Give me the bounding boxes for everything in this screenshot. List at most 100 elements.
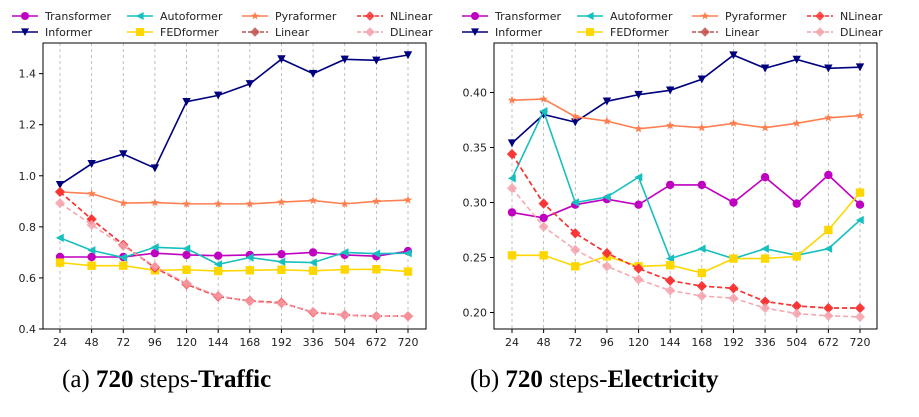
- series-line-linear: [59, 191, 408, 318]
- x-tick-label: 720: [850, 336, 871, 349]
- data-point-informer-144: [665, 86, 675, 95]
- data-point-nlinear-504-shape: [791, 300, 802, 311]
- legend-label-dlinear: DLinear: [390, 26, 433, 39]
- data-point-autoformer-672: [372, 249, 381, 258]
- caption-a-mid: steps-: [133, 366, 199, 393]
- data-point-autoformer-504-shape: [340, 248, 349, 257]
- data-point-informer-24: [55, 180, 65, 189]
- y-tick-label: 1.2: [19, 119, 37, 132]
- data-point-dlinear-504: [791, 308, 802, 319]
- data-point-transformer-48: [87, 252, 96, 262]
- x-tick-label: 144: [208, 336, 229, 349]
- y-tick-label: 0.35: [463, 142, 488, 155]
- legend-marker-linear-shape: [250, 27, 260, 37]
- data-point-nlinear-48-shape: [86, 214, 97, 225]
- legend-label-linear: Linear: [275, 26, 310, 39]
- data-point-autoformer-672: [824, 244, 833, 253]
- y-tick-label: 0.4: [19, 323, 37, 336]
- data-point-autoformer-192-shape: [277, 257, 286, 267]
- legend-item-linear: Linear: [242, 26, 310, 39]
- data-point-nlinear-504: [791, 300, 802, 311]
- series-informer: [507, 51, 865, 148]
- chart-panel-traffic: 0.4 0.6 0.8 1.0 1.2 1.4 24 48 72 96 120 144 168 192 33…: [19, 42, 427, 349]
- data-point-fedformer-672: [824, 225, 833, 235]
- legend-marker-fedformer: [136, 28, 144, 36]
- data-point-informer-336: [308, 69, 318, 78]
- series-fedformer: [55, 258, 413, 276]
- series-line-transformer: [511, 173, 861, 219]
- data-point-autoformer-720-shape: [403, 248, 412, 258]
- data-point-pyraformer-24-shape: [507, 95, 517, 104]
- data-point-transformer-192-shape: [729, 198, 738, 207]
- data-point-pyraformer-144: [213, 199, 223, 208]
- data-point-fedformer-120: [182, 265, 191, 274]
- data-point-nlinear-336: [760, 296, 771, 307]
- data-point-dlinear-96: [149, 261, 160, 272]
- data-point-transformer-192: [277, 249, 286, 259]
- legend-item-informer: Informer: [12, 26, 93, 39]
- data-point-informer-120: [182, 97, 191, 106]
- data-point-dlinear-720-shape: [402, 311, 414, 322]
- data-point-nlinear-144: [665, 275, 676, 286]
- data-point-nlinear-672: [823, 303, 834, 314]
- data-point-autoformer-336-shape: [760, 244, 769, 253]
- legend-marker-nlinear: [365, 11, 375, 21]
- data-point-pyraformer-504-shape: [792, 118, 801, 127]
- legend-marker-pyraformer-shape: [701, 11, 709, 20]
- data-point-pyraformer-336: [308, 196, 318, 205]
- data-point-autoformer-144: [213, 260, 222, 269]
- data-point-dlinear-336-shape: [308, 306, 319, 317]
- data-point-fedformer-144: [665, 261, 675, 270]
- data-point-pyraformer-192: [277, 197, 286, 206]
- data-point-fedformer-336-shape: [760, 254, 770, 263]
- legend-marker-autoformer: [136, 12, 144, 20]
- data-point-fedformer-720-shape: [403, 267, 413, 276]
- data-point-pyraformer-336-shape: [308, 196, 318, 205]
- legend-label-autoformer: Autoformer: [610, 10, 673, 23]
- data-point-informer-72-shape: [119, 150, 128, 159]
- data-point-informer-192: [277, 55, 286, 64]
- data-point-fedformer-144-shape: [665, 261, 675, 270]
- data-point-informer-192-shape: [729, 51, 738, 60]
- data-point-pyraformer-336-shape: [760, 123, 770, 132]
- data-point-dlinear-48-shape: [86, 219, 97, 230]
- series-pyraformer: [507, 94, 865, 133]
- data-point-dlinear-120-shape: [633, 274, 644, 285]
- data-point-dlinear-336: [308, 306, 319, 317]
- x-tick-label: 672: [818, 336, 839, 349]
- data-point-transformer-336: [308, 248, 318, 257]
- data-point-informer-168-shape: [245, 80, 255, 89]
- data-point-nlinear-24: [506, 149, 518, 160]
- data-point-dlinear-192-shape: [728, 293, 739, 304]
- data-point-informer-672: [824, 64, 833, 73]
- data-point-autoformer-96: [602, 192, 611, 202]
- legend-marker-fedformer-shape: [586, 28, 594, 36]
- data-point-dlinear-24: [506, 183, 518, 194]
- data-point-nlinear-96: [601, 248, 612, 259]
- y-tick-label: 0.6: [19, 272, 37, 285]
- series-line-transformer: [60, 250, 409, 258]
- series-line-fedformer: [512, 192, 861, 274]
- data-point-fedformer-336: [760, 254, 770, 263]
- data-point-informer-120: [634, 90, 643, 99]
- data-point-transformer-144-shape: [665, 180, 675, 190]
- caption-a: (a) 720 steps-Traffic: [62, 366, 271, 394]
- data-point-informer-720-shape: [855, 63, 865, 72]
- legend-label-linear: Linear: [725, 26, 760, 39]
- legend-label-fedformer: FEDformer: [610, 26, 669, 39]
- data-point-informer-504-shape: [340, 55, 349, 64]
- legend-item-pyraformer: Pyraformer: [692, 10, 787, 23]
- data-point-autoformer-72-shape: [119, 253, 128, 262]
- data-point-transformer-120: [182, 250, 191, 260]
- data-point-pyraformer-720-shape: [403, 195, 413, 204]
- x-tick-label: 72: [568, 336, 582, 349]
- data-point-pyraformer-72: [119, 198, 128, 207]
- data-point-fedformer-672-shape: [372, 265, 381, 274]
- series-line-informer: [59, 54, 409, 186]
- legend-marker-linear: [250, 27, 260, 37]
- data-point-informer-24-shape: [507, 139, 517, 148]
- legend-label-nlinear: NLinear: [390, 10, 433, 23]
- data-point-fedformer-24-shape: [507, 251, 517, 260]
- data-point-informer-720-shape: [403, 51, 413, 60]
- data-point-informer-120-shape: [634, 90, 643, 99]
